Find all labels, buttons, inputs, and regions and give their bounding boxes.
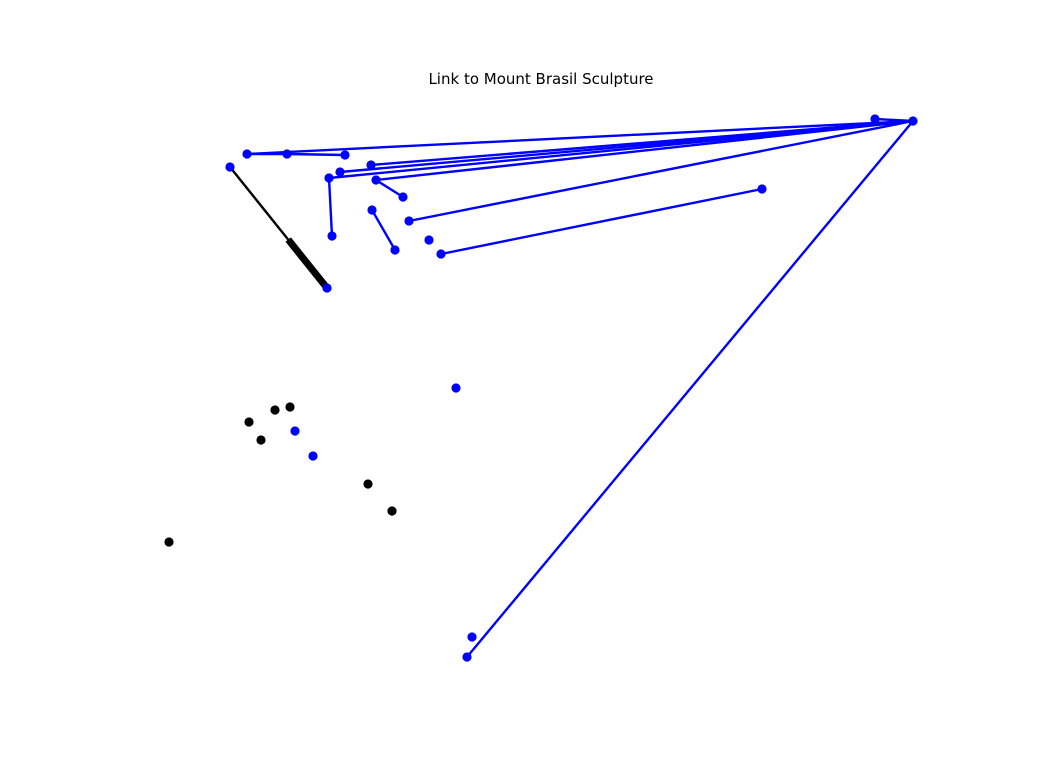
node-n15 [436, 249, 446, 259]
edge-n10-n12 [370, 208, 397, 252]
node-n13 [424, 235, 434, 245]
node-n3 [282, 149, 292, 159]
edge-n3-n4 [285, 152, 347, 157]
node-n7 [324, 173, 334, 183]
edge-n20-n24 [465, 119, 915, 659]
node-n19 [870, 114, 880, 124]
node-n4 [340, 150, 350, 160]
node-n22 [451, 383, 461, 393]
edge-n14-n20 [407, 119, 915, 223]
node-n23 [467, 632, 477, 642]
node-n24 [462, 652, 472, 662]
node-n17 [290, 426, 300, 436]
node-n11 [327, 231, 337, 241]
node-n20 [908, 116, 918, 126]
node-n28 [256, 435, 266, 445]
edge-n8-n20 [374, 119, 915, 182]
node-n18 [308, 451, 318, 461]
arrow-layer [285, 237, 328, 288]
node-n9 [398, 192, 408, 202]
node-n16 [322, 283, 332, 293]
node-n6 [335, 167, 345, 177]
node-n12 [390, 245, 400, 255]
node-layer [164, 114, 918, 662]
node-n29 [363, 479, 373, 489]
node-n14 [404, 216, 414, 226]
edge-n19-n20 [873, 117, 915, 123]
edge-n7-n11 [327, 176, 334, 238]
node-n8 [371, 175, 381, 185]
arrow-n1-n16 [285, 237, 328, 288]
diagram-title: Link to Mount Brasil Sculpture [428, 70, 653, 88]
node-n2 [242, 149, 252, 159]
edge-n15-n21 [439, 187, 764, 256]
node-n26 [270, 405, 280, 415]
node-n1 [225, 162, 235, 172]
edge-n8-n9 [374, 178, 405, 199]
edge-layer [228, 117, 915, 659]
node-n10 [367, 205, 377, 215]
node-n27 [285, 402, 295, 412]
node-n31 [164, 537, 174, 547]
node-n5 [366, 160, 376, 170]
node-n21 [757, 184, 767, 194]
node-n30 [387, 506, 397, 516]
node-n25 [244, 417, 254, 427]
edge-n2-n20 [245, 119, 915, 156]
